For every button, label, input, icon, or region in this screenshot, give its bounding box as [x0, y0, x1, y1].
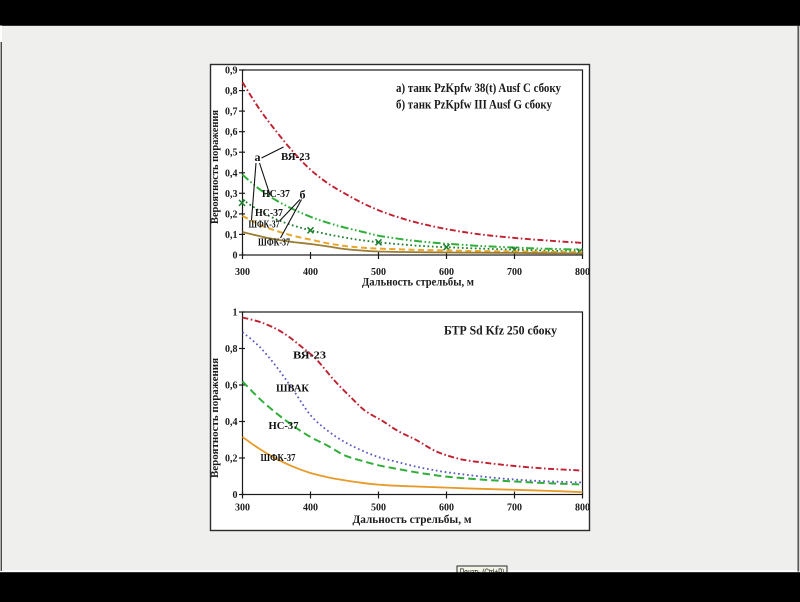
svg-text:Печать (Ctrl+P): Печать (Ctrl+P)	[460, 567, 505, 577]
svg-text:500: 500	[371, 503, 386, 514]
svg-text:НС-37: НС-37	[255, 208, 283, 219]
svg-text:0: 0	[233, 251, 238, 262]
svg-text:0,6: 0,6	[225, 381, 238, 392]
svg-text:ВЯ-23: ВЯ-23	[281, 152, 310, 163]
svg-text:0,4: 0,4	[225, 168, 238, 179]
svg-text:БТР Sd Kfz 250 сбоку: БТР Sd Kfz 250 сбоку	[444, 323, 557, 338]
svg-text:600: 600	[439, 503, 454, 514]
svg-text:Вероятность поражения: Вероятность поражения	[210, 110, 221, 224]
svg-text:ВЯ-23: ВЯ-23	[293, 350, 327, 362]
svg-text:0,8: 0,8	[225, 344, 238, 355]
svg-text:Дальность стрельбы, м: Дальность стрельбы, м	[353, 512, 472, 526]
svg-text:ШФК-37: ШФК-37	[261, 453, 296, 464]
svg-text:б: б	[300, 188, 306, 202]
svg-text:а: а	[255, 150, 261, 164]
svg-text:300: 300	[235, 503, 250, 514]
svg-text:800: 800	[575, 267, 590, 278]
svg-text:0,7: 0,7	[225, 107, 238, 118]
svg-text:а) танк PzKpfw 38(t) Ausf C сб: а) танк PzKpfw 38(t) Ausf C сбоку	[396, 81, 562, 95]
svg-text:ШФК-37: ШФК-37	[258, 238, 290, 249]
svg-text:400: 400	[303, 267, 318, 278]
svg-text:400: 400	[303, 503, 318, 514]
svg-text:0,6: 0,6	[225, 127, 238, 138]
svg-text:Дальность стрельбы, м: Дальность стрельбы, м	[362, 275, 474, 289]
svg-text:0,2: 0,2	[225, 454, 238, 465]
svg-text:0,2: 0,2	[225, 209, 238, 220]
svg-text:700: 700	[507, 503, 522, 514]
svg-text:НС-37: НС-37	[269, 420, 299, 432]
svg-text:Вероятность поражения: Вероятность поражения	[210, 358, 221, 478]
svg-text:0,5: 0,5	[225, 148, 238, 159]
svg-text:600: 600	[439, 267, 454, 278]
svg-text:ШФК-37: ШФК-37	[249, 220, 280, 231]
svg-text:0,3: 0,3	[225, 189, 238, 200]
svg-text:0,1: 0,1	[225, 230, 238, 241]
svg-text:500: 500	[371, 267, 386, 278]
svg-text:300: 300	[235, 267, 250, 278]
svg-text:0,8: 0,8	[225, 86, 238, 97]
svg-text:б) танк PzKpfw III Ausf G сбок: б) танк PzKpfw III Ausf G сбоку	[396, 98, 553, 112]
svg-text:1: 1	[233, 308, 238, 319]
svg-text:700: 700	[507, 267, 522, 278]
svg-text:0,9: 0,9	[225, 66, 238, 77]
svg-text:0,4: 0,4	[225, 417, 238, 428]
svg-text:ШВАК: ШВАК	[276, 383, 309, 395]
svg-text:0: 0	[233, 490, 238, 501]
svg-text:НС-37: НС-37	[262, 189, 290, 200]
svg-text:800: 800	[575, 503, 590, 514]
